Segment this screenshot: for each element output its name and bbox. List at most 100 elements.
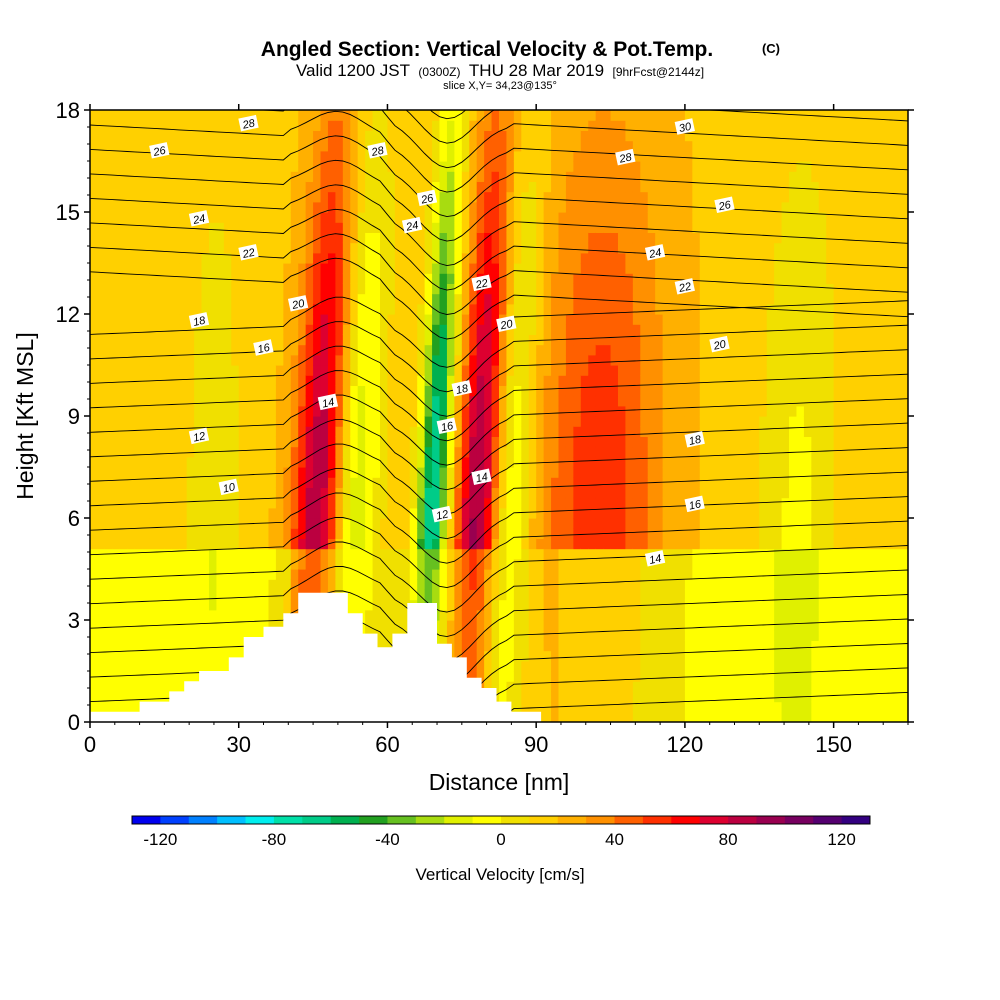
velocity-cell <box>387 273 396 284</box>
velocity-cell <box>283 324 292 335</box>
velocity-cell <box>342 334 351 346</box>
velocity-cell <box>290 222 299 233</box>
velocity-cell <box>231 548 240 560</box>
velocity-cell <box>536 365 545 376</box>
velocity-cell <box>246 263 255 274</box>
velocity-cell <box>692 701 701 713</box>
velocity-cell <box>357 518 366 529</box>
velocity-cell <box>223 589 232 601</box>
velocity-cell <box>394 201 403 213</box>
velocity-cell <box>439 395 448 407</box>
velocity-cell <box>216 446 225 458</box>
velocity-cell <box>290 599 299 611</box>
velocity-cell <box>461 579 470 590</box>
velocity-cell <box>142 640 151 652</box>
velocity-cell <box>506 395 515 407</box>
velocity-cell <box>499 569 508 580</box>
velocity-cell <box>298 334 307 346</box>
velocity-cell <box>402 385 411 397</box>
velocity-cell <box>112 232 121 244</box>
velocity-cell <box>484 303 493 315</box>
velocity-cell <box>521 201 530 213</box>
velocity-cell <box>662 161 671 172</box>
velocity-cell <box>692 630 701 641</box>
velocity-cell <box>142 314 151 325</box>
velocity-cell <box>142 344 151 356</box>
velocity-cell <box>387 344 396 356</box>
velocity-cell <box>194 630 203 641</box>
velocity-cell <box>90 650 99 662</box>
velocity-cell <box>409 558 418 570</box>
velocity-cell <box>313 456 322 468</box>
velocity-cell <box>402 191 411 203</box>
velocity-cell <box>357 201 366 213</box>
velocity-cell <box>164 252 173 264</box>
velocity-cell <box>655 528 664 539</box>
velocity-cell <box>521 263 530 274</box>
velocity-cell <box>119 405 128 417</box>
velocity-cell <box>551 538 560 550</box>
velocity-cell <box>216 579 225 590</box>
velocity-cell <box>208 242 218 254</box>
velocity-cell <box>186 467 195 478</box>
velocity-cell <box>402 426 411 437</box>
velocity-cell <box>513 589 522 601</box>
velocity-cell <box>580 569 589 580</box>
velocity-cell <box>469 548 478 560</box>
velocity-cell <box>558 191 567 203</box>
velocity-cell <box>171 161 180 172</box>
velocity-cell <box>350 201 359 213</box>
velocity-cell <box>662 456 671 468</box>
velocity-cell <box>134 273 143 284</box>
velocity-cell <box>320 518 329 529</box>
velocity-cell <box>164 130 173 142</box>
velocity-cell <box>454 579 463 590</box>
velocity-cell <box>246 293 255 305</box>
velocity-cell <box>484 558 493 570</box>
velocity-cell <box>261 171 270 182</box>
velocity-cell <box>528 497 537 509</box>
velocity-cell <box>350 599 359 611</box>
velocity-cell <box>127 375 136 386</box>
velocity-cell <box>97 375 106 386</box>
velocity-cell <box>565 446 574 458</box>
velocity-cell <box>268 609 277 621</box>
velocity-cell <box>454 416 463 427</box>
velocity-cell <box>640 507 649 519</box>
velocity-cell <box>142 426 151 437</box>
velocity-cell <box>617 242 627 254</box>
velocity-cell <box>261 120 270 131</box>
velocity-cell <box>253 477 262 488</box>
velocity-cell <box>298 212 307 223</box>
velocity-cell <box>342 242 351 254</box>
velocity-cell <box>112 620 121 631</box>
velocity-cell <box>216 589 225 601</box>
velocity-cell <box>699 212 708 223</box>
velocity-cell <box>380 497 389 509</box>
velocity-cell <box>90 344 99 356</box>
velocity-cell <box>513 650 522 662</box>
velocity-cell <box>655 232 664 244</box>
velocity-cell <box>208 375 218 386</box>
velocity-cell <box>655 701 664 713</box>
velocity-cell <box>342 477 351 488</box>
velocity-cell <box>662 181 671 193</box>
velocity-cell <box>409 405 418 417</box>
velocity-cell <box>119 691 128 703</box>
velocity-cell <box>662 334 671 346</box>
velocity-cell <box>142 507 151 519</box>
velocity-cell <box>305 334 314 346</box>
velocity-cell <box>298 487 307 499</box>
velocity-cell <box>528 589 537 601</box>
velocity-cell <box>551 640 560 652</box>
velocity-cell <box>439 273 448 284</box>
velocity-cell <box>632 691 641 703</box>
velocity-cell <box>692 456 701 468</box>
velocity-cell <box>662 283 671 295</box>
velocity-cell <box>283 477 292 488</box>
velocity-cell <box>551 487 560 499</box>
velocity-cell <box>670 222 679 233</box>
velocity-cell <box>246 324 255 335</box>
velocity-cell <box>253 599 262 611</box>
velocity-cell <box>327 242 336 254</box>
